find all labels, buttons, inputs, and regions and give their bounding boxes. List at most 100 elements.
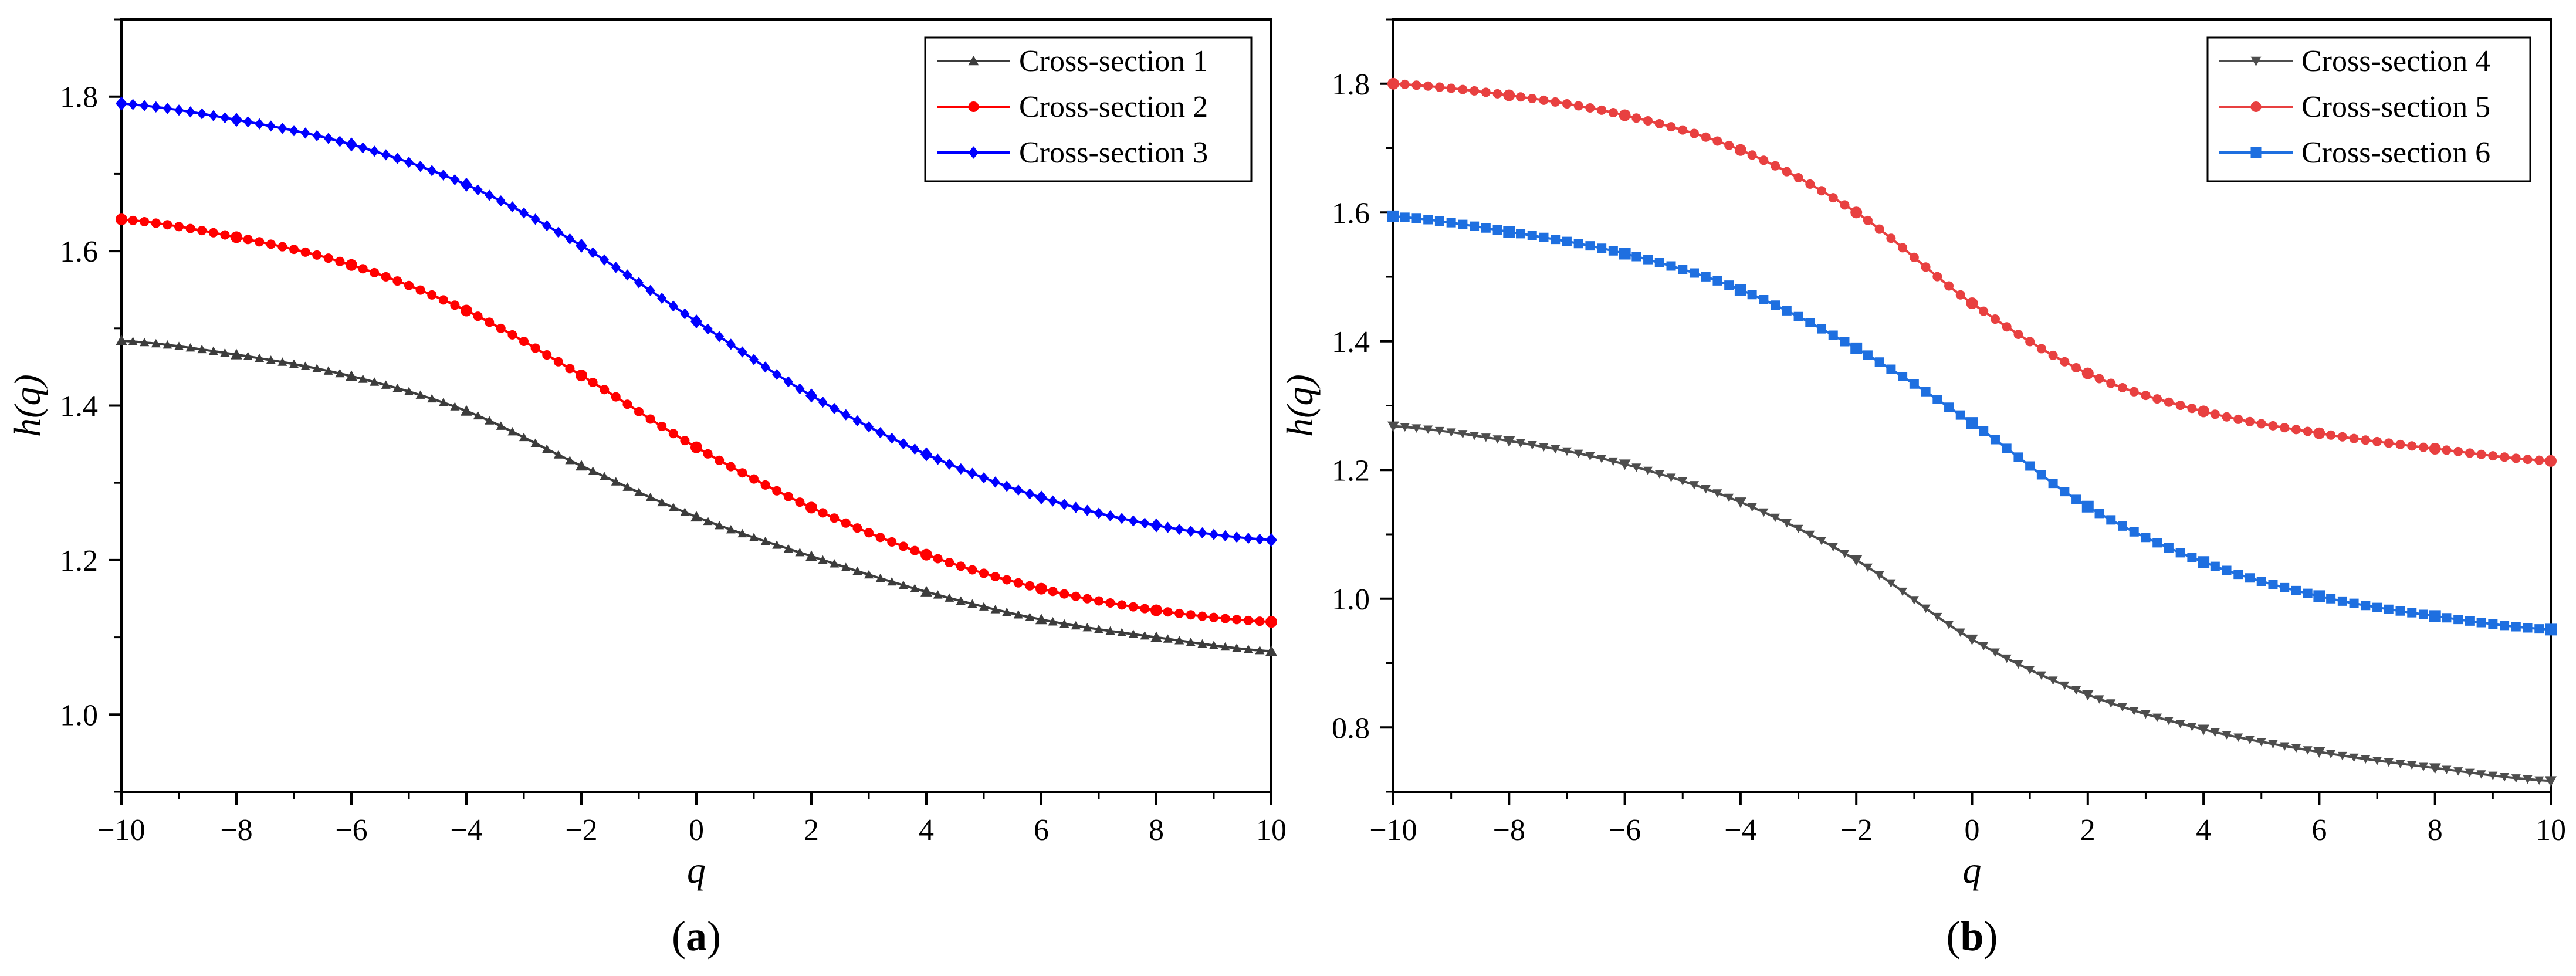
x-tick-label: −6 <box>1609 814 1641 847</box>
series-marker <box>2036 344 2046 354</box>
data-point <box>2545 776 2557 787</box>
series-marker <box>208 346 218 355</box>
series-marker <box>1105 626 1115 635</box>
series-marker <box>438 169 448 181</box>
series-marker <box>1516 92 1526 102</box>
series-marker <box>519 207 529 219</box>
series-marker <box>1013 610 1023 619</box>
series-marker <box>2511 774 2521 783</box>
series-marker <box>197 226 207 236</box>
series-marker <box>645 414 655 424</box>
series-marker <box>1128 629 1138 638</box>
series-marker <box>1782 519 1792 528</box>
series-marker <box>1840 337 1850 347</box>
data-point <box>1035 490 1047 505</box>
series-marker <box>979 472 989 484</box>
series-marker <box>887 432 897 444</box>
series-marker <box>1209 640 1218 649</box>
data-point <box>1035 582 1047 595</box>
series-marker <box>852 523 862 533</box>
data-point <box>1734 497 1746 509</box>
series-marker <box>2187 404 2197 414</box>
series-marker <box>358 264 368 274</box>
series-marker <box>703 323 713 335</box>
series-marker <box>450 300 460 310</box>
series-marker <box>1898 372 1908 382</box>
series-marker <box>1048 587 1058 597</box>
series-marker <box>956 463 966 475</box>
data-point <box>2081 367 2094 379</box>
series-marker <box>1255 616 1265 626</box>
series-marker <box>1643 255 1653 265</box>
series-marker <box>1105 510 1115 522</box>
series-marker <box>818 555 828 564</box>
series-marker <box>933 590 943 599</box>
series-marker <box>1551 445 1561 454</box>
series-marker <box>277 242 287 252</box>
chart-panel-b: −10 −8 −6 −4 −2 0 2 4 6 8 10 0.8 1.0 1.2 1.4 1.6 1.8 q h(q… <box>1279 18 2566 960</box>
y-tick-label: 1.0 <box>60 699 98 732</box>
x-tick-label: 10 <box>1256 814 1287 847</box>
series-marker <box>2303 426 2313 436</box>
series-marker <box>2071 686 2081 695</box>
series-marker <box>715 331 725 343</box>
series-marker <box>668 429 678 439</box>
x-tick-label: −10 <box>97 814 145 847</box>
series-marker <box>2372 602 2382 612</box>
series-marker <box>1909 596 1919 605</box>
series-marker <box>760 480 770 490</box>
series-marker <box>1128 515 1138 527</box>
data-point <box>2429 763 2441 774</box>
series-marker <box>1071 591 1081 601</box>
series-marker <box>163 340 172 349</box>
data-point <box>1503 226 1515 238</box>
series-marker <box>2141 533 2151 543</box>
series-marker <box>1071 501 1081 513</box>
series-marker <box>381 272 391 282</box>
series-marker <box>1434 426 1444 436</box>
series-marker <box>255 118 265 130</box>
series-marker <box>1059 499 1069 510</box>
series-marker <box>1082 504 1092 516</box>
legend-marker <box>2250 56 2262 66</box>
series-marker <box>2395 606 2405 616</box>
series-marker <box>185 106 195 118</box>
series-marker <box>875 533 885 543</box>
series-marker <box>1805 530 1815 540</box>
series-marker <box>2048 479 2058 489</box>
data-point <box>2429 443 2441 455</box>
data-point <box>2429 610 2441 622</box>
series-marker <box>565 233 575 245</box>
series-marker <box>1481 87 1491 97</box>
series-marker <box>1481 223 1491 233</box>
legend-label: Cross-section 6 <box>2301 136 2490 170</box>
series-marker <box>1562 99 1572 109</box>
series-marker <box>473 411 483 420</box>
series-marker <box>1117 628 1127 636</box>
series-marker <box>2476 449 2486 459</box>
series-marker <box>622 482 632 491</box>
series-marker <box>2465 448 2475 458</box>
x-tick-label: −10 <box>1369 814 1417 847</box>
series-marker <box>2349 433 2359 443</box>
series-marker <box>1782 167 1792 177</box>
series-marker <box>1220 614 1230 623</box>
series-marker <box>415 161 425 172</box>
series-marker <box>2106 515 2116 525</box>
series-marker <box>1002 607 1012 616</box>
series-marker <box>1689 128 1699 138</box>
series-marker <box>795 497 805 507</box>
series-marker <box>438 398 448 406</box>
series-marker <box>2418 609 2428 619</box>
series-marker <box>967 565 977 575</box>
series-marker <box>1724 493 1734 503</box>
series-marker <box>1400 423 1410 432</box>
data-point <box>1150 631 1162 642</box>
series-marker <box>1701 485 1711 494</box>
x-tick-label: 8 <box>1149 814 1164 847</box>
series-marker <box>485 416 495 425</box>
series-marker <box>485 189 495 201</box>
series-marker <box>1105 598 1115 608</box>
series-marker <box>151 101 161 113</box>
series-marker <box>1944 621 1954 629</box>
